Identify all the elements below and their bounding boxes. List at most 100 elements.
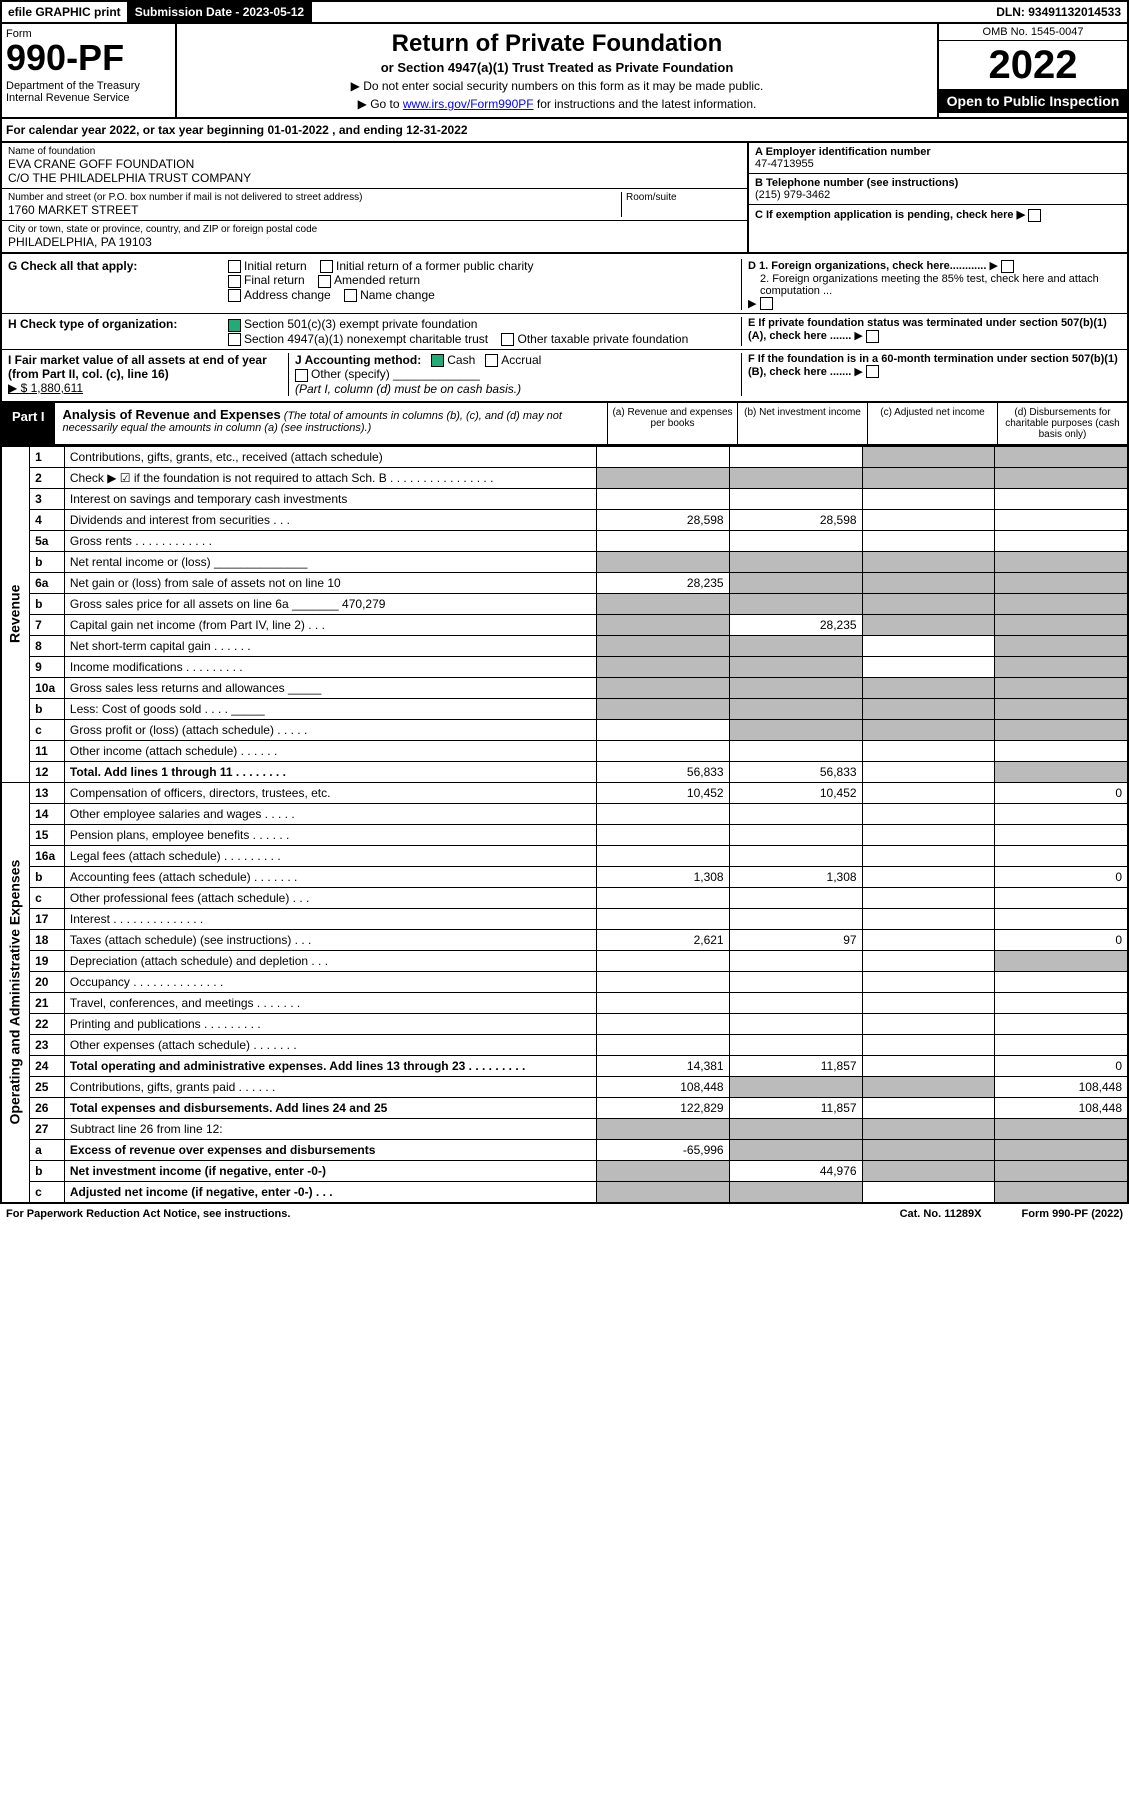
d1-checkbox[interactable] — [1001, 260, 1014, 273]
c-label: C If exemption application is pending, c… — [755, 209, 1014, 221]
cell-value — [729, 803, 862, 824]
h-501c3-checkbox[interactable] — [228, 319, 241, 332]
cell-value — [995, 614, 1128, 635]
line-number: c — [30, 887, 65, 908]
check-section: G Check all that apply: Initial return I… — [0, 254, 1129, 403]
cell-value — [995, 1181, 1128, 1203]
addr-label: Number and street (or P.O. box number if… — [8, 192, 621, 203]
h-other-checkbox[interactable] — [501, 333, 514, 346]
g-initial-checkbox[interactable] — [228, 260, 241, 273]
form-note2: ▶ Go to www.irs.gov/Form990PF for instru… — [183, 97, 931, 111]
j-other-checkbox[interactable] — [295, 369, 308, 382]
f-checkbox[interactable] — [866, 365, 879, 378]
line-number: 21 — [30, 992, 65, 1013]
form-title: Return of Private Foundation — [183, 30, 931, 58]
g-amended-checkbox[interactable] — [318, 275, 331, 288]
line-number: 12 — [30, 761, 65, 782]
cell-value — [596, 551, 729, 572]
line-number: 6a — [30, 572, 65, 593]
cell-value — [596, 446, 729, 467]
top-bar: efile GRAPHIC print Submission Date - 20… — [0, 0, 1129, 24]
cell-value — [862, 1118, 995, 1139]
g-initial-former-checkbox[interactable] — [320, 260, 333, 273]
info-block: Name of foundation EVA CRANE GOFF FOUNDA… — [0, 143, 1129, 254]
cell-value — [729, 1013, 862, 1034]
city: PHILADELPHIA, PA 19103 — [8, 235, 741, 249]
cell-value: -65,996 — [596, 1139, 729, 1160]
cell-value — [862, 929, 995, 950]
line-desc: Total operating and administrative expen… — [64, 1055, 596, 1076]
calendar-year: For calendar year 2022, or tax year begi… — [0, 119, 1129, 143]
line-desc: Excess of revenue over expenses and disb… — [64, 1139, 596, 1160]
line-desc: Compensation of officers, directors, tru… — [64, 782, 596, 803]
cell-value — [862, 761, 995, 782]
cell-value — [862, 992, 995, 1013]
omb-number: OMB No. 1545-0047 — [939, 24, 1127, 41]
cell-value — [995, 908, 1128, 929]
line-number: 11 — [30, 740, 65, 761]
cell-value — [995, 887, 1128, 908]
cell-value — [729, 593, 862, 614]
cell-value — [596, 1118, 729, 1139]
g-address-checkbox[interactable] — [228, 289, 241, 302]
i-value: ▶ $ 1,880,611 — [8, 381, 83, 395]
line-number: 23 — [30, 1034, 65, 1055]
c-checkbox[interactable] — [1028, 209, 1041, 222]
cell-value — [596, 740, 729, 761]
form-subtitle: or Section 4947(a)(1) Trust Treated as P… — [183, 60, 931, 75]
open-inspection: Open to Public Inspection — [939, 89, 1127, 113]
cell-value — [729, 551, 862, 572]
d2-checkbox[interactable] — [760, 297, 773, 310]
cell-value — [729, 992, 862, 1013]
col-c: (c) Adjusted net income — [867, 403, 997, 444]
g-final-checkbox[interactable] — [228, 275, 241, 288]
cell-value — [596, 824, 729, 845]
irs-link[interactable]: www.irs.gov/Form990PF — [403, 97, 534, 111]
j-label: J Accounting method: — [295, 353, 421, 367]
line-desc: Depreciation (attach schedule) and deple… — [64, 950, 596, 971]
cell-value — [729, 1118, 862, 1139]
cell-value: 108,448 — [995, 1076, 1128, 1097]
line-number: 15 — [30, 824, 65, 845]
cell-value — [862, 887, 995, 908]
cell-value — [596, 1160, 729, 1181]
h-label: H Check type of organization: — [8, 317, 228, 346]
cell-value — [862, 950, 995, 971]
j-cash-checkbox[interactable] — [431, 354, 444, 367]
cell-value — [995, 446, 1128, 467]
cell-value — [862, 824, 995, 845]
line-number: 13 — [30, 782, 65, 803]
cell-value: 2,621 — [596, 929, 729, 950]
line-desc: Other expenses (attach schedule) . . . .… — [64, 1034, 596, 1055]
cell-value — [862, 1076, 995, 1097]
cell-value — [862, 551, 995, 572]
cell-value — [862, 1034, 995, 1055]
line-number: 7 — [30, 614, 65, 635]
cell-value — [596, 971, 729, 992]
line-number: 16a — [30, 845, 65, 866]
d1-label: D 1. Foreign organizations, check here..… — [748, 260, 986, 272]
cell-value — [995, 719, 1128, 740]
line-desc: Total expenses and disbursements. Add li… — [64, 1097, 596, 1118]
part1-title: Analysis of Revenue and Expenses — [63, 407, 281, 422]
cell-value — [729, 635, 862, 656]
line-desc: Gross rents . . . . . . . . . . . . — [64, 530, 596, 551]
ein-label: A Employer identification number — [755, 146, 931, 158]
cell-value — [729, 887, 862, 908]
cell-value: 1,308 — [729, 866, 862, 887]
section-label: Revenue — [1, 446, 30, 782]
cell-value — [596, 614, 729, 635]
g-name-checkbox[interactable] — [344, 289, 357, 302]
cell-value — [596, 908, 729, 929]
phone-label: B Telephone number (see instructions) — [755, 177, 958, 189]
line-desc: Interest . . . . . . . . . . . . . . — [64, 908, 596, 929]
line-number: b — [30, 866, 65, 887]
cell-value — [862, 1013, 995, 1034]
h-4947-checkbox[interactable] — [228, 333, 241, 346]
city-label: City or town, state or province, country… — [8, 224, 741, 235]
line-number: 20 — [30, 971, 65, 992]
j-accrual-checkbox[interactable] — [485, 354, 498, 367]
cell-value — [596, 1181, 729, 1203]
cell-value: 56,833 — [729, 761, 862, 782]
e-checkbox[interactable] — [866, 330, 879, 343]
